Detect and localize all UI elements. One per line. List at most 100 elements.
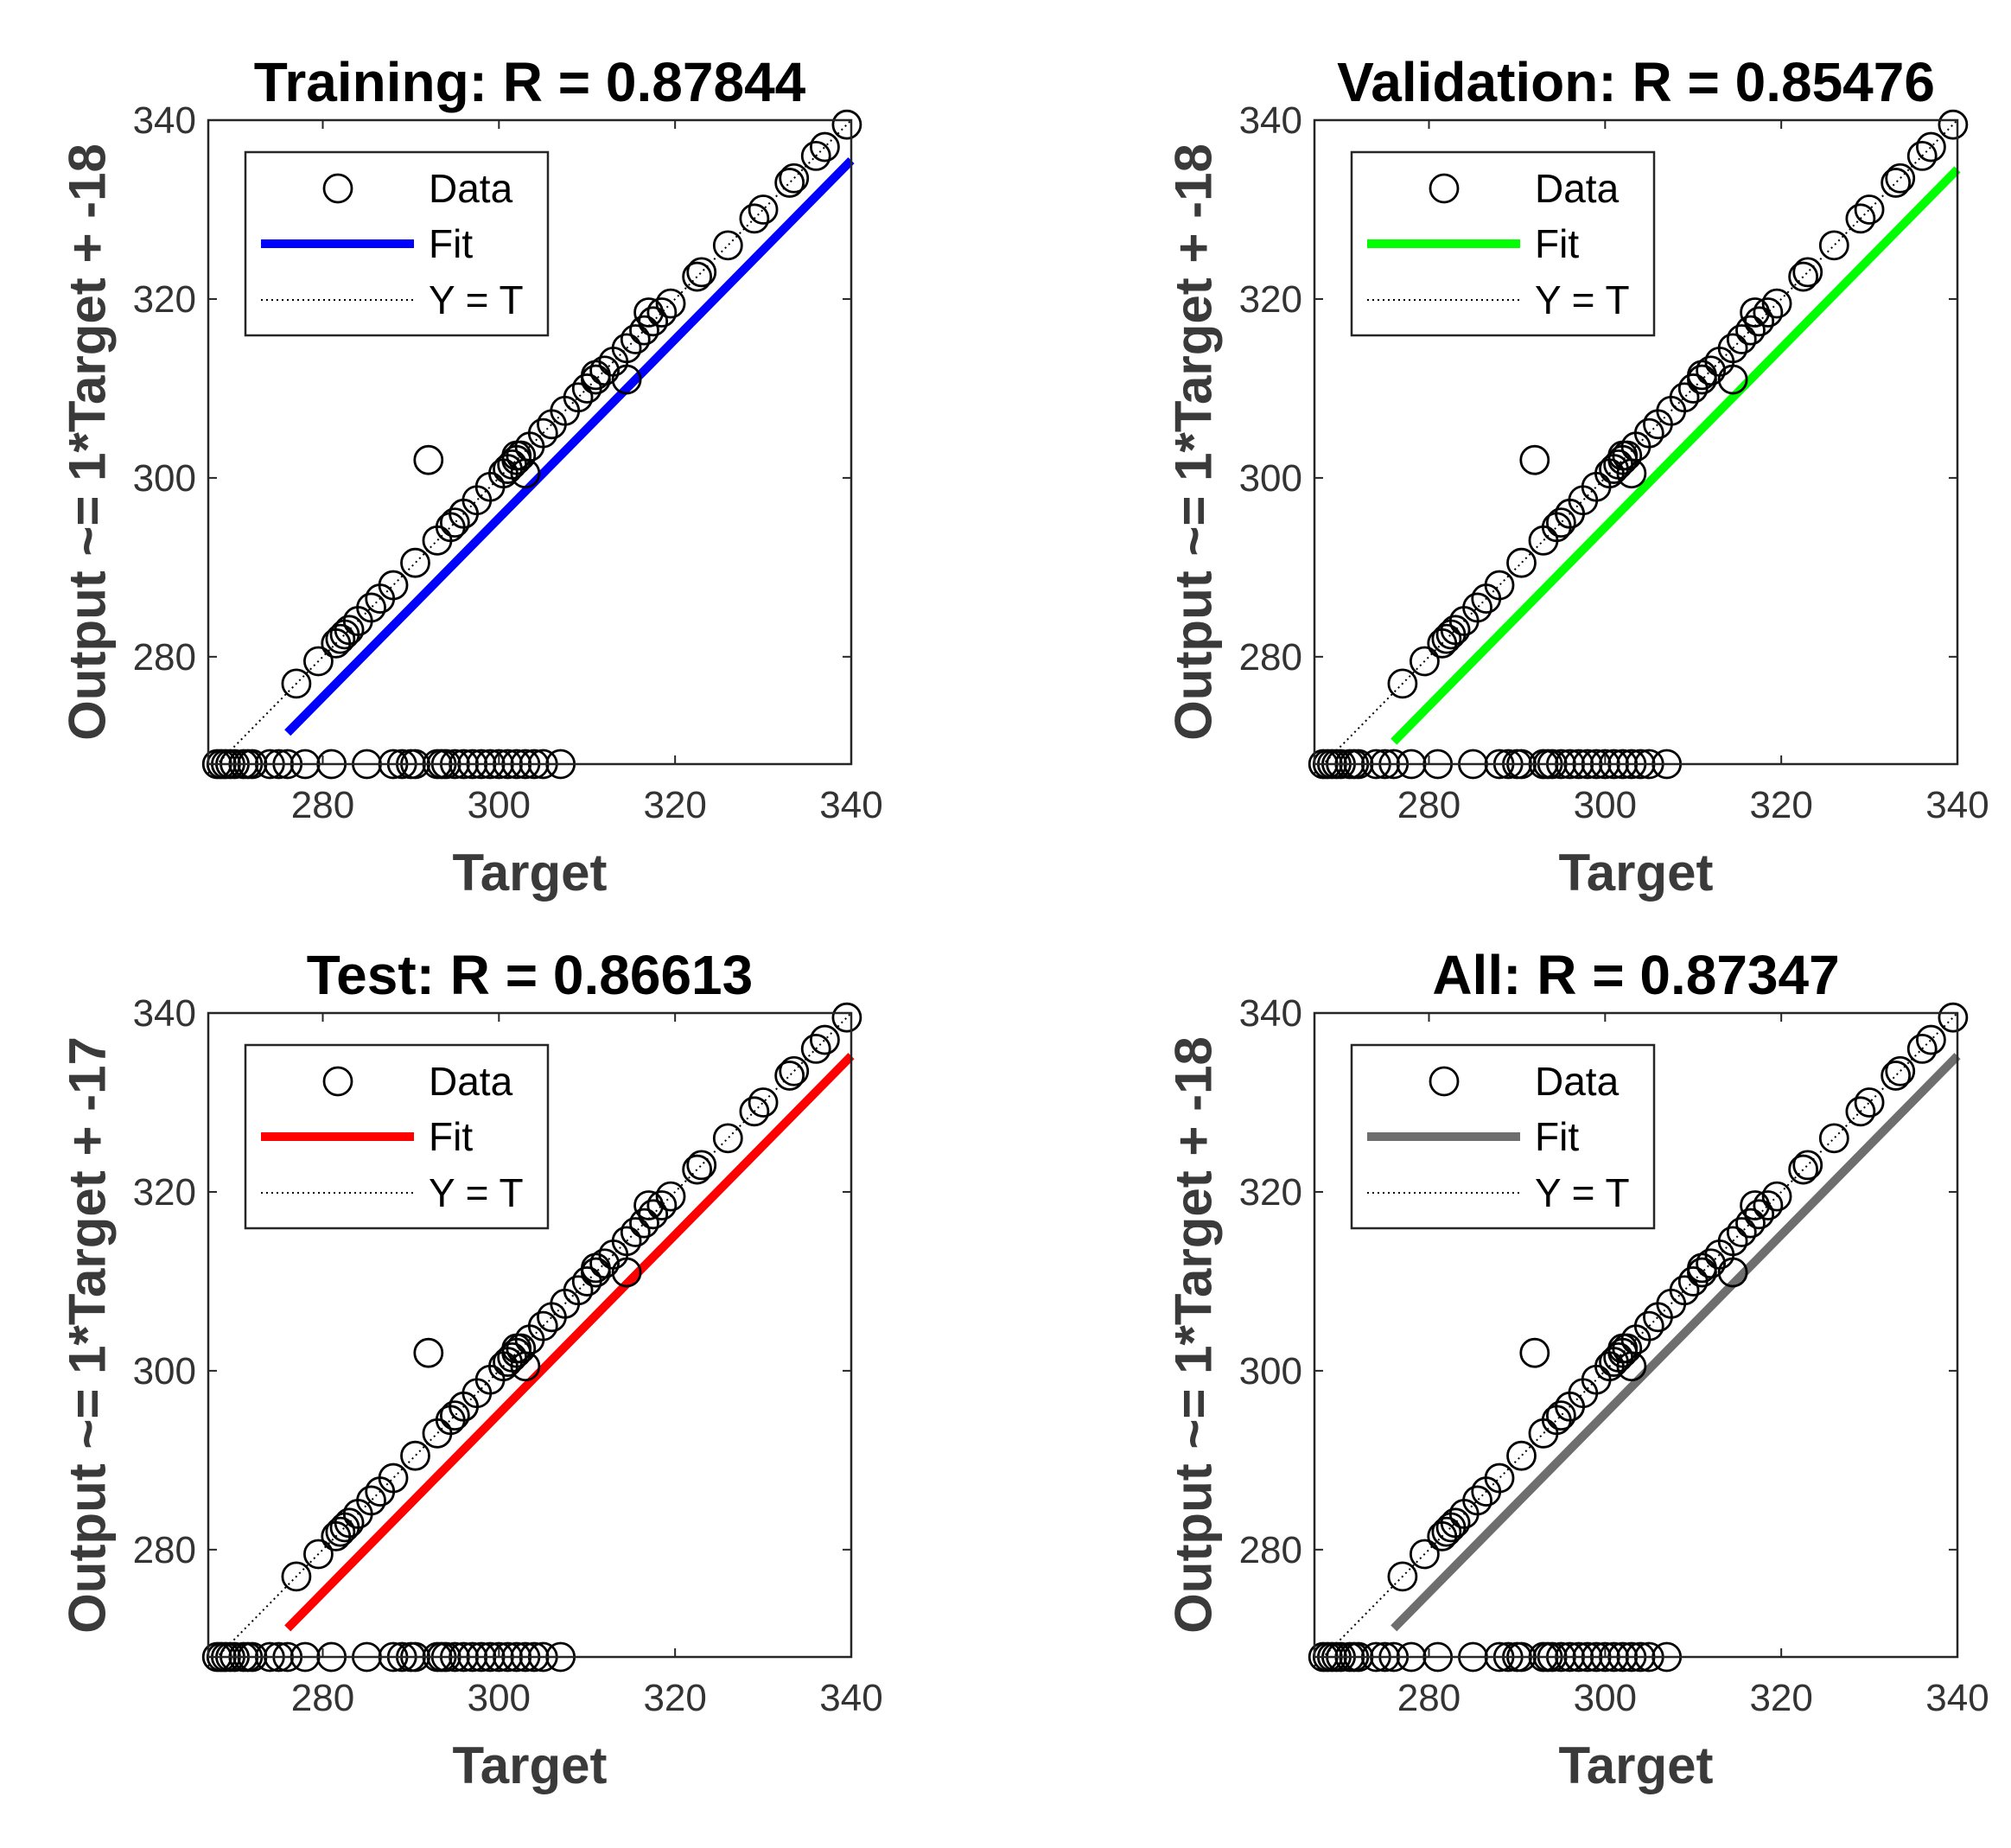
- data-point: [1669, 382, 1700, 413]
- data-point: [501, 440, 532, 471]
- data-point: [686, 257, 717, 288]
- y-tick-label: 320: [133, 278, 196, 321]
- x-tick-label: 340: [1925, 1677, 1989, 1719]
- data-point: [1607, 440, 1639, 471]
- data-point: [1462, 1485, 1492, 1516]
- data-point: [1845, 203, 1876, 234]
- data-point: [831, 109, 862, 140]
- data-point: [1687, 1252, 1717, 1284]
- x-axis-label: Target: [453, 1736, 608, 1794]
- data-point: [748, 1087, 779, 1118]
- data-point: [1387, 668, 1418, 699]
- data-point: [739, 203, 770, 234]
- data-point: [1906, 140, 1938, 171]
- data-point: [334, 1507, 365, 1539]
- y-axis-label: Output ~= 1*Target + -18: [59, 143, 117, 741]
- legend-data-label: Data: [1535, 166, 1620, 211]
- data-point: [655, 1181, 686, 1212]
- data-point: [281, 1561, 312, 1592]
- data-point: [1881, 1061, 1912, 1091]
- legend-yt-label: Y = T: [1535, 1170, 1630, 1215]
- data-point: [1506, 547, 1537, 578]
- data-point: [1938, 1002, 1969, 1033]
- data-point: [563, 1275, 594, 1306]
- data-point: [831, 1002, 862, 1033]
- data-point: [302, 646, 334, 677]
- x-tick-label: 280: [1397, 784, 1461, 826]
- data-point: [1519, 1337, 1550, 1368]
- data-point: [629, 315, 659, 346]
- y-tick-label: 300: [1239, 1350, 1302, 1392]
- y-tick-label: 340: [1239, 992, 1302, 1035]
- data-point: [439, 1400, 470, 1431]
- plot-area: [201, 1002, 862, 1673]
- data-point: [712, 230, 743, 261]
- data-point: [378, 570, 409, 601]
- legend-yt-label: Y = T: [429, 1170, 524, 1215]
- data-point: [712, 1123, 743, 1154]
- y-tick-label: 340: [133, 99, 196, 142]
- panel-title: Test: R = 0.86613: [307, 944, 753, 1006]
- data-point: [1938, 109, 1969, 140]
- data-point: [1431, 1516, 1462, 1547]
- data-point: [1740, 1190, 1770, 1220]
- data-point: [581, 1252, 611, 1284]
- data-point: [646, 1190, 678, 1220]
- data-point: [1761, 288, 1792, 319]
- legend-fit-label: Fit: [429, 1114, 473, 1159]
- data-point: [1717, 1226, 1748, 1257]
- data-point: [1607, 1333, 1639, 1364]
- x-tick-label: 280: [1397, 1677, 1461, 1719]
- data-point: [810, 1024, 840, 1055]
- data-point: [325, 623, 356, 654]
- data-point: [334, 615, 365, 646]
- data-point: [1717, 364, 1748, 395]
- data-point: [1916, 131, 1946, 162]
- axes-frame: [1313, 1011, 1959, 1659]
- data-point: [1726, 324, 1757, 354]
- data-point: [1717, 333, 1748, 364]
- data-point: [611, 1257, 642, 1288]
- data-point: [1387, 1561, 1418, 1592]
- y-tick-label: 280: [133, 1529, 196, 1571]
- data-point: [510, 1351, 541, 1382]
- legend-fit-label: Fit: [429, 221, 473, 266]
- data-point: [739, 1096, 770, 1127]
- plot-area: [201, 109, 862, 780]
- data-point: [1740, 297, 1770, 328]
- x-tick-label: 340: [819, 1677, 882, 1719]
- data-point: [779, 1055, 810, 1086]
- fit-line: [1391, 166, 1961, 745]
- x-tick-label: 320: [643, 1677, 706, 1719]
- data-point: [527, 1310, 558, 1341]
- y-tick-label: 300: [133, 1350, 196, 1392]
- data-point: [1916, 1024, 1946, 1055]
- x-axis-label: Target: [1559, 844, 1714, 902]
- data-point: [611, 364, 642, 395]
- data-point: [620, 324, 651, 354]
- data-point: [1845, 1096, 1876, 1127]
- data-point: [1440, 615, 1471, 646]
- data-point: [1506, 1440, 1537, 1471]
- data-point: [633, 297, 664, 328]
- data-point: [682, 261, 713, 292]
- data-point: [563, 382, 594, 413]
- data-point: [501, 1333, 532, 1364]
- legend-data-label: Data: [1535, 1059, 1620, 1104]
- data-point: [1792, 257, 1823, 288]
- data-point: [1633, 417, 1664, 449]
- data-point: [1885, 1055, 1916, 1086]
- y-axis-label: Output ~= 1*Target + -17: [59, 1036, 117, 1634]
- data-point: [748, 194, 779, 225]
- data-point: [646, 297, 678, 328]
- y-tick-label: 340: [1239, 99, 1302, 142]
- data-point: [356, 1485, 386, 1516]
- data-point: [810, 131, 840, 162]
- data-point: [1484, 570, 1515, 601]
- legend-fit-label: Fit: [1535, 221, 1579, 266]
- data-point: [1484, 1462, 1515, 1494]
- data-point: [1735, 1208, 1766, 1239]
- data-point: [800, 140, 831, 171]
- data-point: [629, 1208, 659, 1239]
